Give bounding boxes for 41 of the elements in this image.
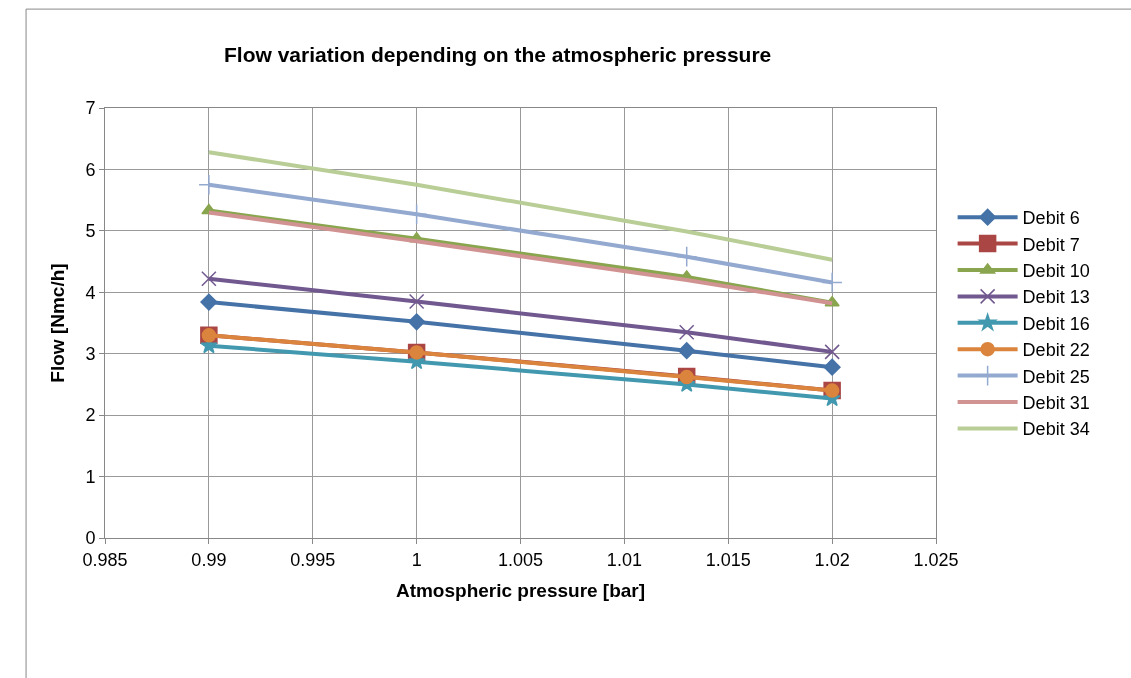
- y-tick-label: 0: [85, 528, 96, 549]
- point: [824, 344, 840, 360]
- point: [408, 293, 425, 310]
- y-tick-label: 7: [85, 98, 96, 119]
- point: [678, 324, 695, 340]
- y-tick-label: 4: [85, 282, 96, 303]
- legend-label: Debit 22: [1022, 340, 1090, 361]
- x-tick-label: 0.99: [191, 549, 227, 570]
- legend-label: Debit 13: [1022, 287, 1090, 308]
- legend-label: Debit 34: [1022, 419, 1090, 440]
- legend-label: Debit 6: [1022, 208, 1080, 229]
- point: [200, 293, 218, 311]
- y-tick-label: 6: [85, 159, 96, 180]
- y-tick-label: 2: [85, 405, 96, 426]
- legend-label: Debit 10: [1022, 261, 1090, 282]
- legend-label: Debit 25: [1022, 366, 1090, 387]
- point: [821, 271, 843, 294]
- y-tick-label: 5: [85, 221, 96, 242]
- point: [201, 271, 217, 287]
- point: [676, 246, 698, 268]
- x-axis-title: Atmospheric pressure [bar]: [395, 580, 646, 602]
- legend-label: Debit 16: [1022, 313, 1090, 334]
- y-axis-title: Flow [Nmc/h]: [47, 263, 69, 383]
- x-tick-label: 1.005: [497, 549, 544, 570]
- x-tick-label: 1.02: [814, 549, 850, 570]
- x-tick-label: 0.985: [82, 549, 128, 570]
- x-tick-label: 1.015: [705, 549, 751, 570]
- line-series: [206, 150, 835, 262]
- x-tick-label: 1: [411, 549, 422, 570]
- x-tick-label: 1.025: [913, 549, 959, 570]
- point: [678, 342, 696, 360]
- x-tick-label: 1.01: [606, 549, 642, 570]
- y-tick-label: 1: [85, 466, 96, 487]
- y-tick-label: 3: [85, 344, 96, 365]
- legend-label: Debit 7: [1022, 234, 1080, 255]
- point: [408, 313, 426, 331]
- legend-label: Debit 31: [1022, 393, 1090, 414]
- point: [823, 358, 841, 376]
- point: [198, 174, 220, 196]
- chart-title: Flow variation depending on the atmospheric pressure: [224, 43, 772, 67]
- x-tick-label: 0.995: [290, 549, 336, 570]
